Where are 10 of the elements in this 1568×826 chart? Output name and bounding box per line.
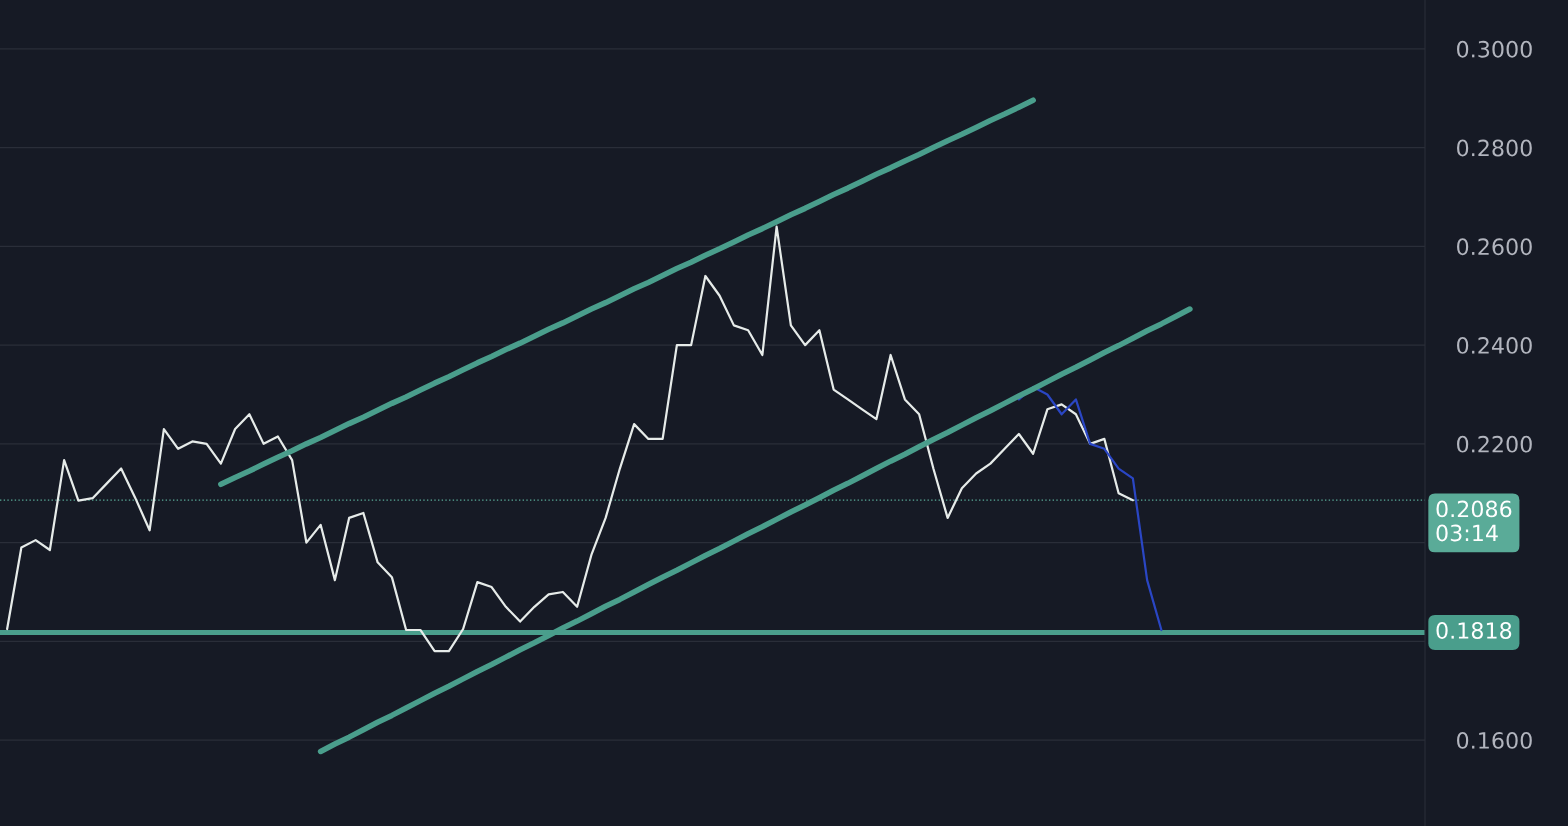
line-series xyxy=(6,225,1134,653)
y-tick-label: 0.2400 xyxy=(1457,337,1532,354)
y-tick-label: 0.1600 xyxy=(1457,732,1532,749)
y-tick-label: 0.3000 xyxy=(1457,40,1532,58)
y-tick-label: 0.2200 xyxy=(1457,435,1532,453)
y-tick-label: 0.2600 xyxy=(1457,238,1532,256)
y-tick-label: 0.2800 xyxy=(1457,139,1532,157)
ref-line-label: 0.1818 xyxy=(1436,622,1512,639)
text: 03:14 xyxy=(1436,524,1498,542)
ref-line-label: 0.2086 xyxy=(1436,500,1512,518)
